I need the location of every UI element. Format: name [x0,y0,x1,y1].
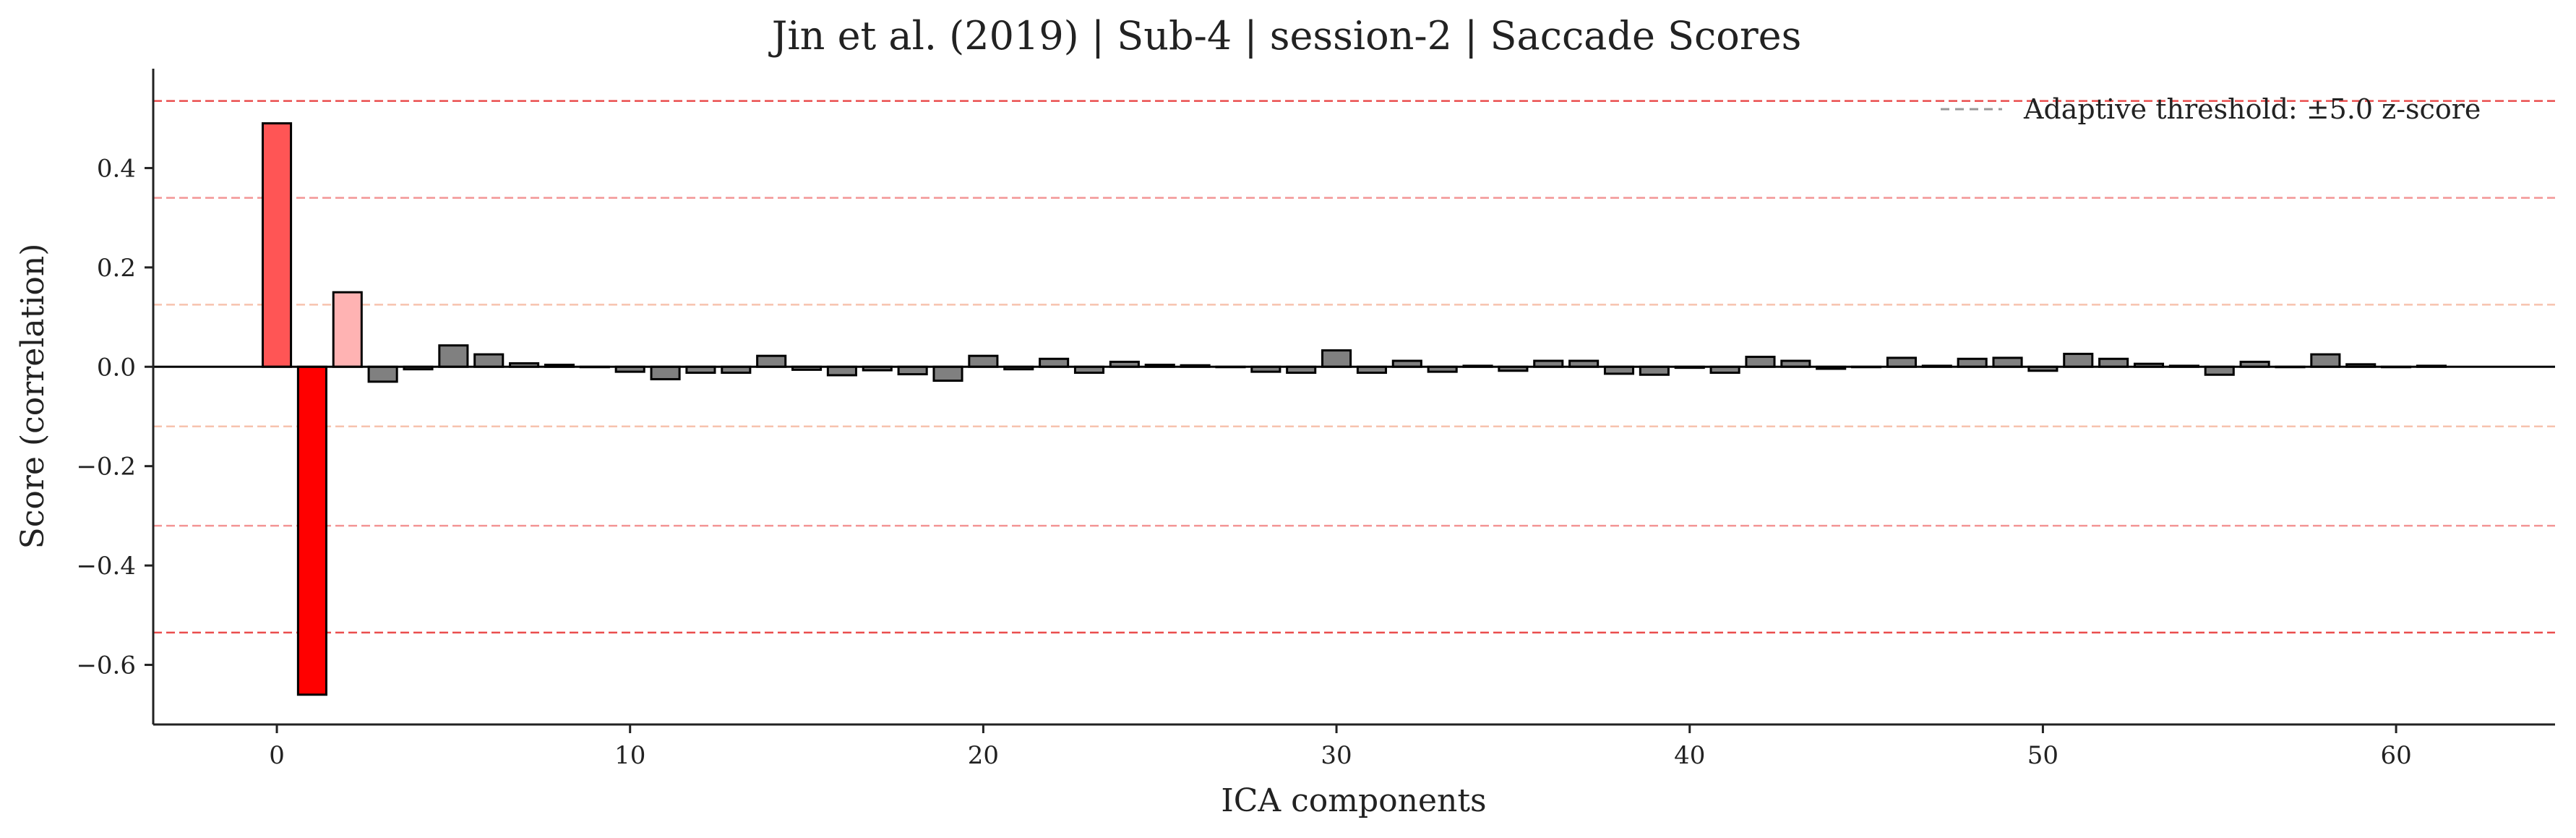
legend: Adaptive threshold: ±5.0 z-score [1941,93,2481,125]
tick-labels: 0 10 20 30 40 50 60 −0.6 −0.4 −0.2 0.0 0.2 0.4 [76,154,2411,770]
x-tick-label: 60 [2380,741,2411,770]
x-axis-label: ICA components [1221,782,1486,819]
y-tick-label: −0.2 [76,453,136,482]
bar-component-11 [650,365,681,380]
bar-component-16 [826,365,857,377]
bar-component-1 [296,365,327,696]
axes [145,69,2555,733]
x-tick-label: 50 [2027,741,2058,770]
bar-component-14 [756,354,787,368]
y-tick-label: 0.4 [97,154,136,183]
x-tick-label: 30 [1321,741,1352,770]
chart-title: Jin et al. (2019) | Sub-4 | session-2 | … [768,13,1802,59]
bar-component-52 [2098,357,2129,368]
bar-component-5 [438,344,469,368]
bar-component-3 [367,365,398,383]
bar-component-20 [968,354,999,368]
bar-component-30 [1321,349,1352,368]
bar-component-49 [1992,356,2023,368]
bar-component-0 [261,122,293,368]
y-axis-label: Score (correlation) [14,244,51,550]
bar-component-42 [1745,356,1776,368]
bar-component-39 [1639,365,1670,376]
bar-component-2 [332,291,363,368]
bar-component-18 [897,365,928,376]
y-tick-label: −0.4 [76,552,136,581]
bar-component-6 [473,353,505,368]
bar-component-22 [1039,357,1070,368]
legend-label: Adaptive threshold: ±5.0 z-score [2023,93,2481,125]
bar-component-55 [2204,365,2235,376]
x-tick-label: 40 [1674,741,1705,770]
x-tick-label: 0 [269,741,285,770]
y-tick-label: 0.0 [97,353,136,382]
bar-component-51 [2063,352,2094,368]
bar-component-48 [1957,357,1988,368]
x-tick-label: 10 [614,741,645,770]
y-tick-label: 0.2 [97,254,136,283]
threshold-lines [153,100,2555,634]
y-tick-label: −0.6 [76,651,136,680]
bar-component-19 [932,365,963,382]
bar-component-46 [1886,356,1917,368]
bar-component-58 [2310,353,2341,368]
x-tick-label: 20 [968,741,999,770]
